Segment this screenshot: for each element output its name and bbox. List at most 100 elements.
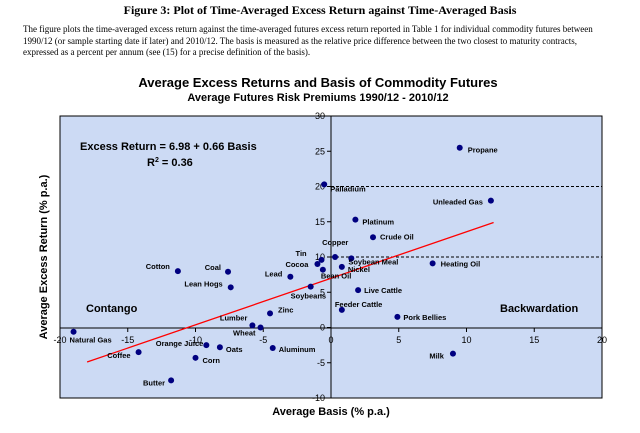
data-point-label: Soybean Meal (348, 257, 398, 266)
data-point (348, 255, 355, 262)
data-point-label: Soybeans (291, 292, 326, 301)
x-tick-label: -5 (259, 335, 267, 345)
data-point-label: Live Cattle (364, 286, 402, 295)
data-point (321, 181, 328, 188)
data-point (225, 268, 232, 275)
data-point (370, 234, 377, 241)
x-tick-label: -20 (53, 335, 66, 345)
data-point (227, 284, 234, 291)
data-point (174, 268, 181, 275)
region-label-backwardation: Backwardation (500, 303, 579, 315)
data-point-label: Nickel (348, 265, 370, 274)
x-tick-label: 10 (461, 335, 471, 345)
r-squared-value: = 0.36 (159, 157, 193, 169)
data-point (394, 313, 401, 320)
data-point-label: Wheat (233, 329, 256, 338)
region-label-contango: Contango (86, 303, 138, 315)
data-point (257, 324, 264, 331)
caption-line: expressed as a percent per annum (see (1… (23, 47, 311, 57)
r-squared: R2 = 0.36 (147, 157, 193, 169)
data-point-label: Natural Gas (70, 336, 112, 345)
y-tick-label: 0 (320, 323, 325, 333)
data-point-label: Heating Oil (441, 259, 481, 268)
y-tick-label: 10 (315, 252, 325, 262)
data-point-label: Lead (265, 270, 283, 279)
data-point (135, 349, 142, 356)
y-tick-label: 20 (315, 182, 325, 192)
data-point-label: Butter (143, 378, 165, 387)
y-tick-label: 15 (315, 217, 325, 227)
x-tick-label: 15 (529, 335, 539, 345)
data-point (307, 283, 314, 290)
chart-title: Average Excess Returns and Basis of Comm… (138, 75, 497, 90)
data-point-label: Lumber (220, 313, 248, 322)
data-point-label: Bean Oil (321, 272, 351, 281)
data-point-label: Coffee (107, 351, 130, 360)
y-tick-label: 5 (320, 287, 325, 297)
regression-line (86, 221, 494, 363)
data-point (267, 310, 274, 317)
data-point-label: Propane (468, 146, 498, 155)
x-tick-label: -10 (189, 335, 202, 345)
data-point (192, 354, 199, 361)
r-squared-r: R (147, 157, 155, 169)
x-tick-label: -15 (121, 335, 134, 345)
x-tick-label: 5 (396, 335, 401, 345)
data-point-label: Lean Hogs (184, 279, 222, 288)
r-squared-superscript: 2 (155, 157, 159, 164)
regression-equation: Excess Return = 6.98 + 0.66 Basis (80, 141, 257, 153)
data-point (168, 377, 175, 384)
reference-lines (331, 186, 602, 258)
x-tick-label: 0 (328, 335, 333, 345)
figure-title: Figure 3: Plot of Time-Averaged Excess R… (123, 3, 517, 17)
data-point (319, 266, 326, 273)
data-point (338, 306, 345, 313)
data-point-label: Copper (322, 238, 348, 247)
data-point (203, 342, 210, 349)
data-point (269, 344, 276, 351)
caption-line: The figure plots the time-averaged exces… (23, 24, 593, 34)
data-point-label: Tin (296, 249, 308, 258)
y-tick-label: 25 (315, 146, 325, 156)
y-axis-label: Average Excess Return (% p.a.) (38, 174, 50, 339)
caption-line: 1990/12 (or sample starting date if late… (23, 35, 577, 46)
data-point-label: Feeder Cattle (335, 300, 383, 309)
data-point (355, 287, 362, 294)
data-point-label: Unleaded Gas (433, 198, 483, 207)
data-point (449, 350, 456, 357)
data-point-label: Coal (205, 263, 221, 272)
data-point-label: Milk (429, 352, 444, 361)
data-point-label: Corn (203, 356, 221, 365)
figure-caption: The figure plots the time-averaged exces… (23, 24, 623, 59)
chart-subtitle: Average Futures Risk Premiums 1990/12 - … (187, 92, 448, 104)
data-point (314, 261, 321, 268)
data-point-label: Pork Bellies (403, 313, 446, 322)
data-point-label: Crude Oil (380, 232, 414, 241)
x-axis-label: Average Basis (% p.a.) (272, 406, 390, 418)
data-point-label: Aluminum (279, 345, 316, 354)
data-point-label: Cotton (146, 262, 171, 271)
data-point-label: Orange Juice (156, 339, 204, 348)
data-point-label: Oats (226, 345, 243, 354)
data-point (70, 328, 77, 335)
x-tick-label: 20 (597, 335, 607, 345)
data-point-label: Zinc (278, 305, 293, 314)
fit-line-group (86, 221, 494, 363)
data-point-label: Palladium (330, 184, 366, 193)
data-point (429, 260, 436, 267)
axes: -20 -15 -10 -5 0 5 10 15 20 -10 -5 0 5 10 15 20 25 30 (53, 111, 607, 403)
data-point-label: Cocoa (285, 260, 309, 269)
y-tick-label: 30 (315, 111, 325, 121)
data-points: Propane Palladium Unleaded Gas Platinum Crud… (70, 144, 498, 387)
y-tick-label: -10 (312, 393, 325, 403)
data-point (332, 254, 339, 260)
data-point (318, 256, 325, 263)
data-point (287, 273, 294, 280)
data-point (249, 322, 256, 329)
data-point (216, 344, 223, 351)
data-point (352, 216, 359, 223)
data-point (456, 144, 463, 151)
data-point (487, 197, 494, 204)
data-point-label: Platinum (362, 218, 394, 227)
